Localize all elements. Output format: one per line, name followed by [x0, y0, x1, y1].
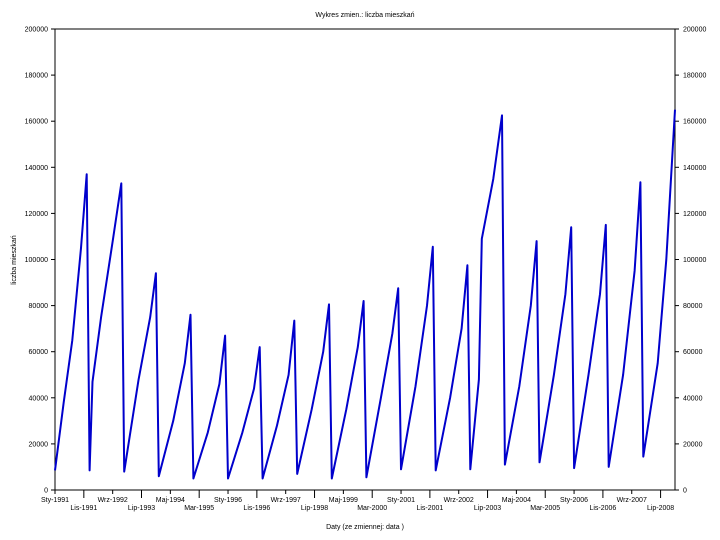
x-tick-label: Lis-2006: [589, 505, 616, 512]
y-tick-label-left: 100000: [25, 257, 48, 264]
y-tick-label-right: 160000: [683, 119, 706, 126]
x-tick-label: Wrz-2007: [617, 497, 647, 504]
x-tick-label: Lip-1993: [128, 505, 155, 512]
y-tick-label-right: 60000: [683, 349, 703, 356]
x-axis-label: Daty (ze zmiennej: data ): [326, 524, 404, 531]
y-tick-label-left: 140000: [25, 165, 48, 172]
y-tick-label-left: 200000: [25, 27, 48, 34]
y-tick-label-right: 100000: [683, 257, 706, 264]
x-tick-label: Sty-1991: [41, 497, 69, 504]
x-tick-label: Lip-2008: [647, 505, 674, 512]
y-tick-label-left: 80000: [29, 303, 49, 310]
y-tick-label-right: 80000: [683, 303, 703, 310]
x-tick-label: Wrz-1997: [271, 497, 301, 504]
y-tick-label-right: 20000: [683, 441, 703, 448]
x-tick-label: Lis-1996: [243, 505, 270, 512]
y-tick-label-right: 200000: [683, 27, 706, 34]
y-tick-label-left: 160000: [25, 119, 48, 126]
y-tick-label-left: 120000: [25, 211, 48, 218]
y-tick-label-left: 180000: [25, 73, 48, 80]
x-tick-label: Wrz-2002: [444, 497, 474, 504]
y-tick-label-left: 60000: [29, 349, 49, 356]
x-tick-label: Lip-1998: [301, 505, 328, 512]
chart-title: Wykres zmien.: liczba mieszkań: [315, 12, 414, 19]
y-axis-right: 0 20000 40000 60000 80000 100000 120000 140000 1…: [675, 27, 706, 495]
y-tick-label-right: 120000: [683, 211, 706, 218]
x-tick-label: Lis-1991: [70, 505, 97, 512]
x-tick-label: Mar-1995: [184, 505, 214, 512]
x-axis: Sty-1991Lis-1991Wrz-1992Lip-1993Maj-1994…: [41, 490, 674, 512]
x-tick-label: Mar-2000: [357, 505, 387, 512]
x-tick-label: Sty-1996: [214, 497, 242, 504]
y-tick-label-right: 180000: [683, 73, 706, 80]
y-tick-label-left: 20000: [29, 441, 49, 448]
series-line: [54, 109, 676, 480]
x-tick-label: Mar-2005: [530, 505, 560, 512]
y-tick-label-left: 40000: [29, 395, 49, 402]
x-tick-label: Lip-2003: [474, 505, 501, 512]
x-tick-label: Maj-1994: [156, 497, 185, 504]
y-tick-label-right: 0: [683, 488, 687, 495]
y-tick-label-right: 140000: [683, 165, 706, 172]
y-axis-left: 0 20000 40000 60000 80000 100000 120000 140000 1…: [25, 27, 55, 495]
y-tick-label-left: 0: [44, 488, 48, 495]
y-axis-label: liczba mieszkań: [11, 235, 18, 285]
x-tick-label: Lis-2001: [416, 505, 443, 512]
y-tick-label-right: 40000: [683, 395, 703, 402]
x-tick-label: Sty-2001: [387, 497, 415, 504]
x-tick-label: Sty-2006: [560, 497, 588, 504]
series-layer: [54, 109, 676, 480]
x-tick-label: Maj-1999: [329, 497, 358, 504]
x-tick-label: Wrz-1992: [98, 497, 128, 504]
x-tick-label: Maj-2004: [502, 497, 531, 504]
